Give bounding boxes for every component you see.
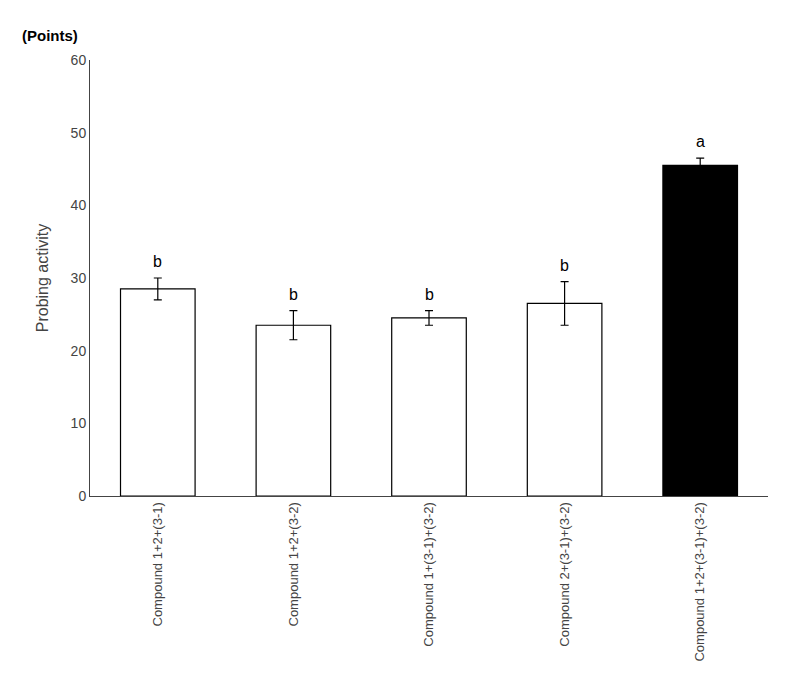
svg-text:40: 40: [71, 197, 87, 213]
svg-text:a: a: [696, 133, 705, 150]
svg-text:b: b: [153, 253, 162, 270]
svg-text:b: b: [425, 286, 434, 303]
svg-text:Compound 1+(3-1)+(3-2): Compound 1+(3-1)+(3-2): [421, 502, 436, 647]
svg-text:Probing activity: Probing activity: [34, 224, 51, 333]
svg-text:20: 20: [71, 343, 87, 359]
svg-text:(Points): (Points): [22, 27, 78, 44]
svg-text:30: 30: [71, 270, 87, 286]
svg-text:b: b: [560, 257, 569, 274]
svg-text:Compound 1+2+(3-2): Compound 1+2+(3-2): [286, 502, 301, 626]
svg-text:Compound 1+2+(3-1): Compound 1+2+(3-1): [150, 502, 165, 626]
svg-text:0: 0: [78, 488, 86, 504]
svg-text:Compound 1+2+(3-1)+(3-2): Compound 1+2+(3-1)+(3-2): [692, 502, 707, 661]
svg-text:10: 10: [71, 415, 87, 431]
svg-text:50: 50: [71, 125, 87, 141]
svg-text:b: b: [289, 286, 298, 303]
svg-text:60: 60: [71, 52, 87, 68]
svg-text:Compound 2+(3-1)+(3-2): Compound 2+(3-1)+(3-2): [557, 502, 572, 647]
